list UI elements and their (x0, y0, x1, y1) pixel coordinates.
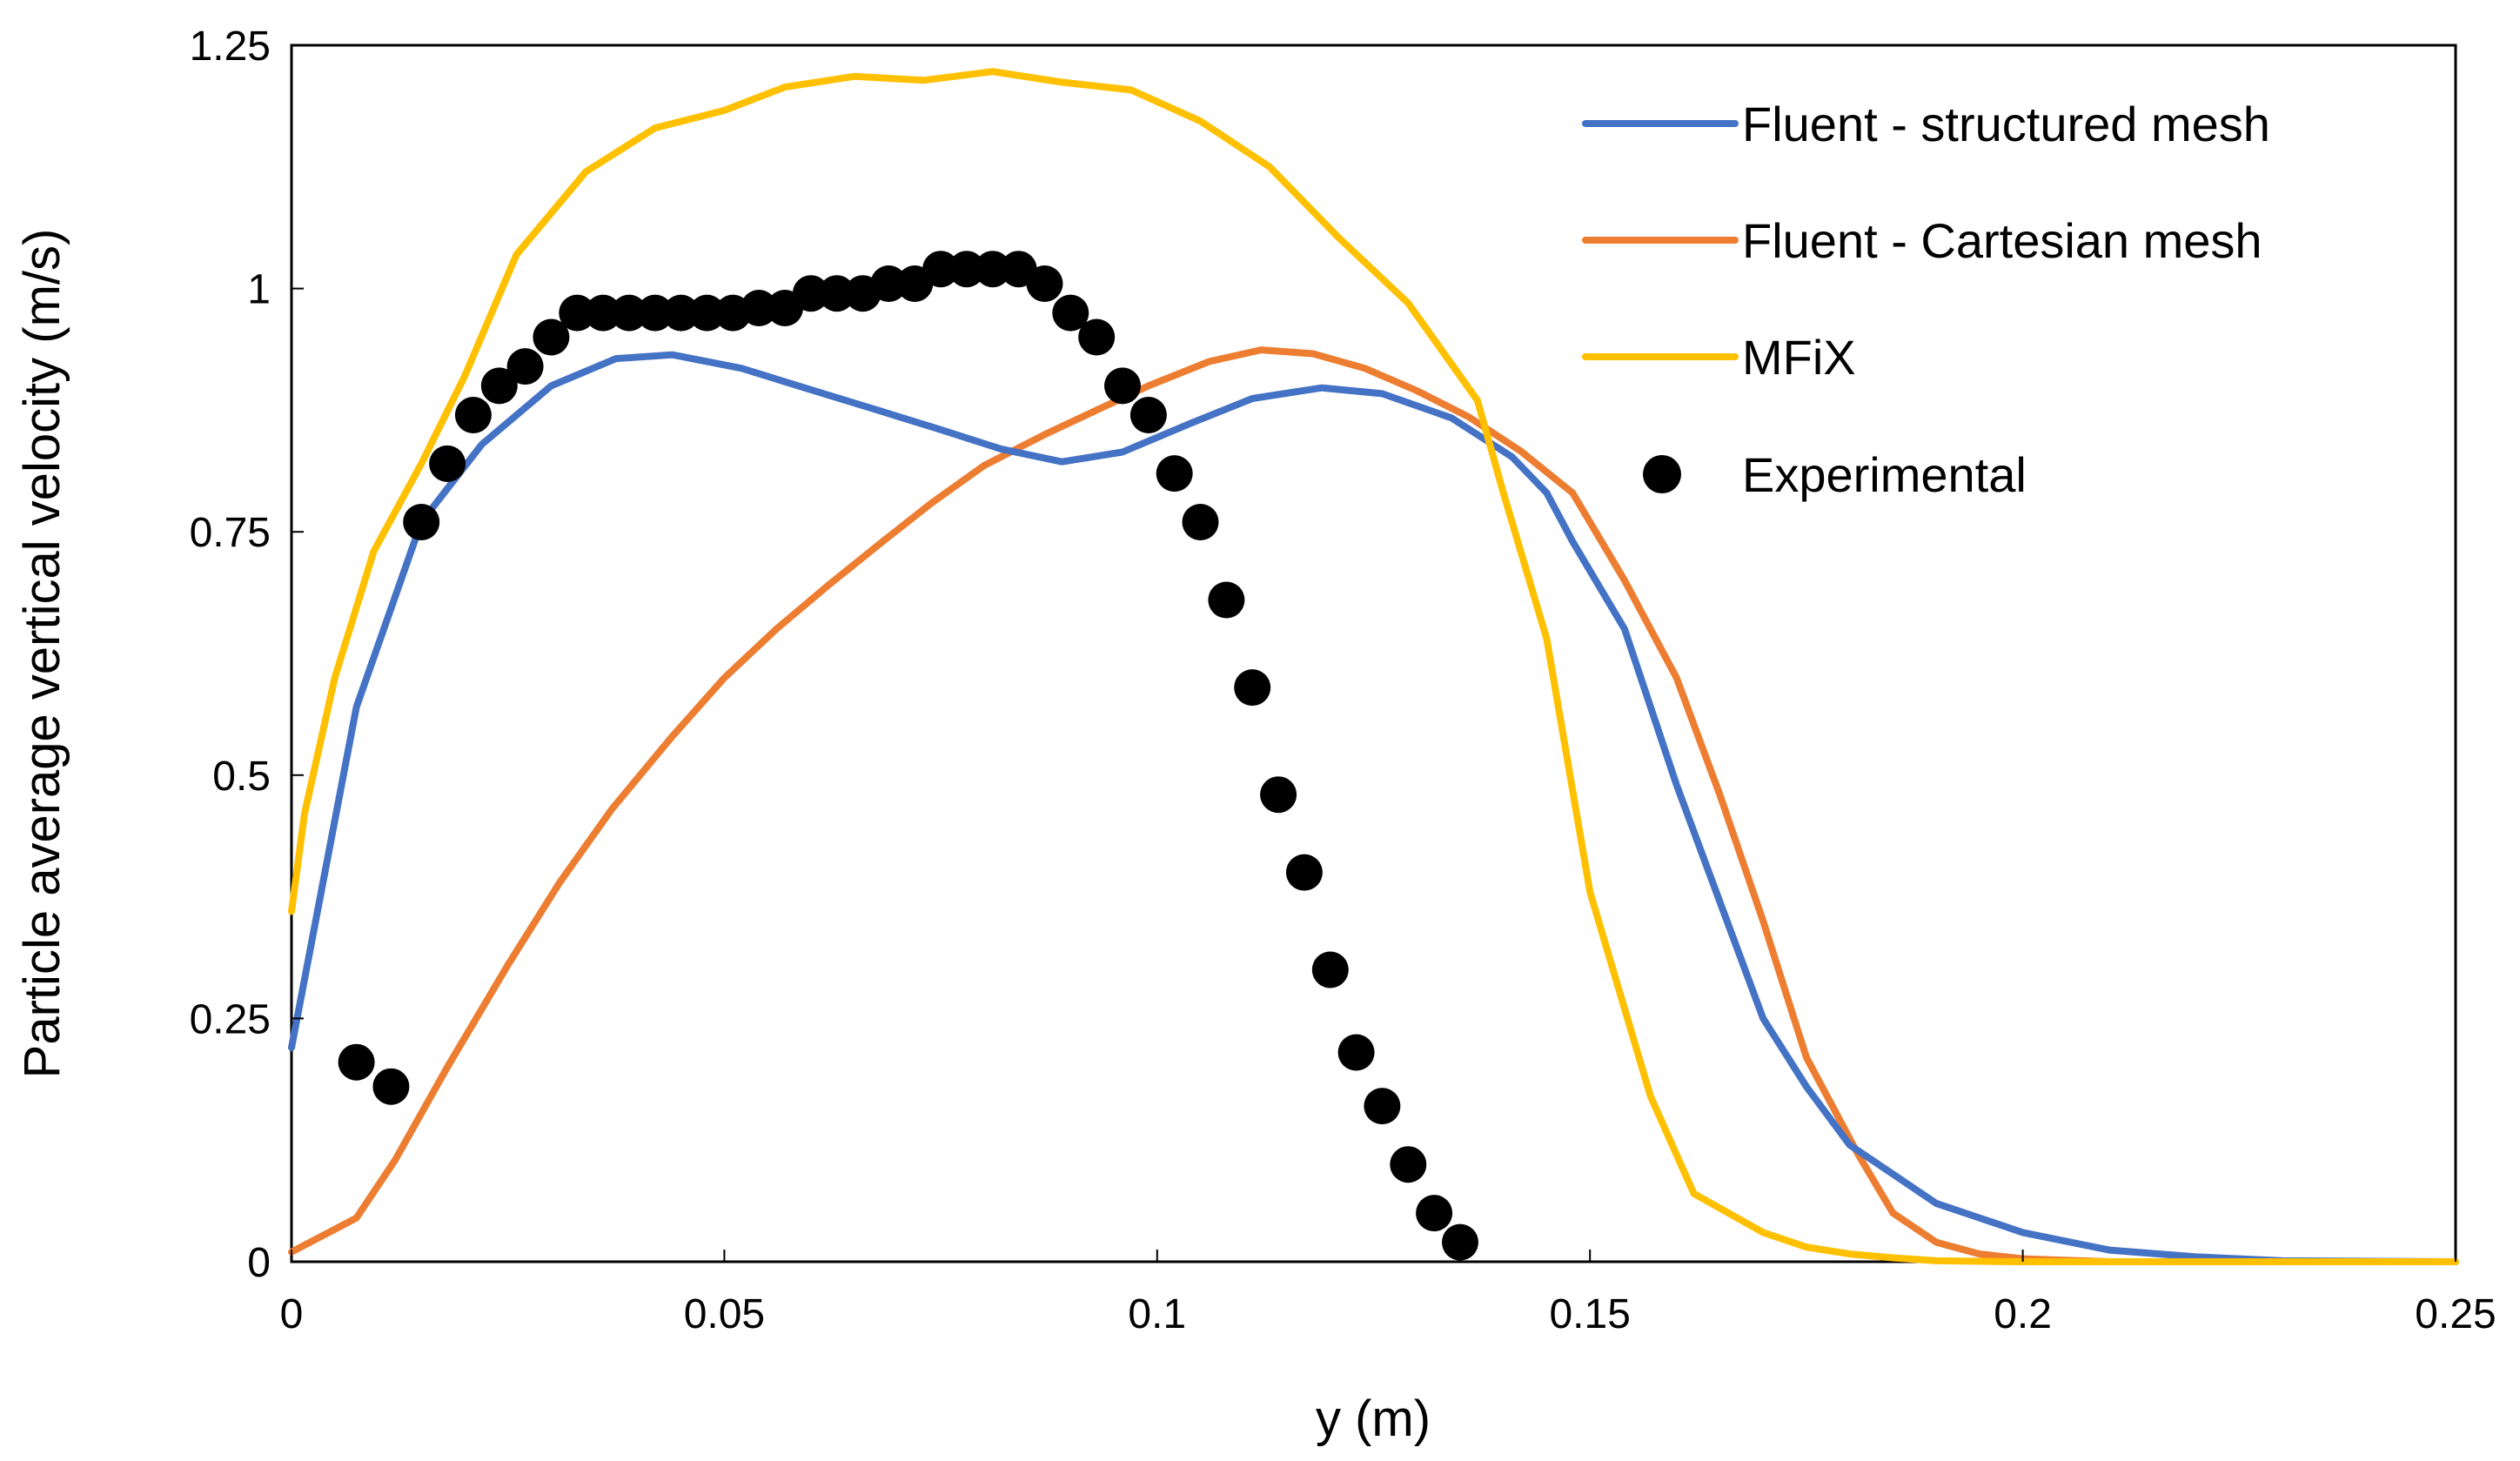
data-point (1182, 504, 1219, 540)
y-tick-label: 0.75 (190, 510, 271, 556)
data-point (688, 294, 726, 332)
legend-swatch-experimental (1643, 455, 1681, 493)
data-point (372, 1068, 410, 1105)
data-point (870, 265, 908, 302)
data-point (1052, 294, 1089, 332)
data-point (403, 504, 440, 540)
x-tick-label: 0.25 (2415, 1291, 2496, 1337)
data-point (1337, 1034, 1375, 1071)
legend-label-fluent-structured-mesh: Fluent - structured mesh (1742, 97, 2270, 151)
legend-label-experimental: Experimental (1742, 447, 2027, 502)
data-point (1390, 1146, 1427, 1183)
x-tick-label: 0.15 (1549, 1291, 1630, 1337)
x-axis-ticks: 0 0.05 0.1 0.15 0.2 0.25 (280, 1250, 2497, 1337)
data-point (948, 251, 985, 288)
series-line-mfix (288, 68, 2459, 1265)
data-point (585, 294, 622, 332)
data-point (611, 294, 647, 332)
data-point (454, 397, 492, 433)
data-point (818, 275, 855, 312)
data-point (1129, 397, 1167, 433)
data-point (506, 348, 544, 385)
data-point (1364, 1088, 1401, 1125)
plot-area-frame (290, 44, 2457, 1263)
data-point (1156, 455, 1193, 493)
data-point (480, 367, 518, 405)
x-tick-label: 0 (280, 1291, 304, 1337)
legend-label-mfix: MFiX (1742, 330, 1856, 385)
legend-label-fluent-cartesian-mesh: Fluent - Cartesian mesh (1742, 213, 2262, 268)
data-point (662, 294, 700, 332)
data-point (559, 294, 596, 332)
y-tick-label: 0 (247, 1240, 271, 1286)
data-point (922, 251, 960, 288)
data-point (1234, 669, 1271, 707)
legend: Fluent - structured mesh Fluent - Cartesi… (1582, 97, 2270, 502)
data-point (636, 294, 674, 332)
data-point (1104, 367, 1141, 405)
data-point (429, 445, 466, 482)
data-point (338, 1043, 375, 1081)
x-axis-title: y (m) (1316, 1391, 1431, 1447)
y-tick-label: 1 (247, 267, 271, 313)
series-line-fluent-structured-mesh (288, 351, 2459, 1265)
data-point (741, 290, 778, 326)
data-point (1416, 1195, 1453, 1232)
y-axis-ticks: 0 0.25 0.5 0.75 1 1.25 (190, 23, 304, 1286)
data-point (1311, 951, 1349, 989)
y-axis-title: Particle average vertical velocity (m/s) (14, 229, 70, 1079)
series-layer (288, 68, 2459, 1265)
x-tick-label: 0.05 (684, 1291, 765, 1337)
series-points-experimental (338, 251, 1478, 1261)
data-point (792, 275, 829, 312)
data-point (1026, 265, 1063, 302)
data-point (1442, 1223, 1478, 1261)
data-point (974, 251, 1011, 288)
series-line-fluent-cartesian-mesh (288, 346, 2459, 1265)
data-point (1208, 581, 1245, 619)
y-tick-label: 0.5 (212, 754, 271, 800)
data-point (1285, 854, 1323, 891)
y-tick-label: 1.25 (190, 23, 271, 70)
x-tick-label: 0.2 (1994, 1291, 2052, 1337)
data-point (1078, 318, 1116, 356)
x-tick-label: 0.1 (1128, 1291, 1186, 1337)
data-point (1260, 776, 1297, 814)
y-tick-label: 0.25 (190, 996, 271, 1042)
data-point (533, 318, 570, 356)
